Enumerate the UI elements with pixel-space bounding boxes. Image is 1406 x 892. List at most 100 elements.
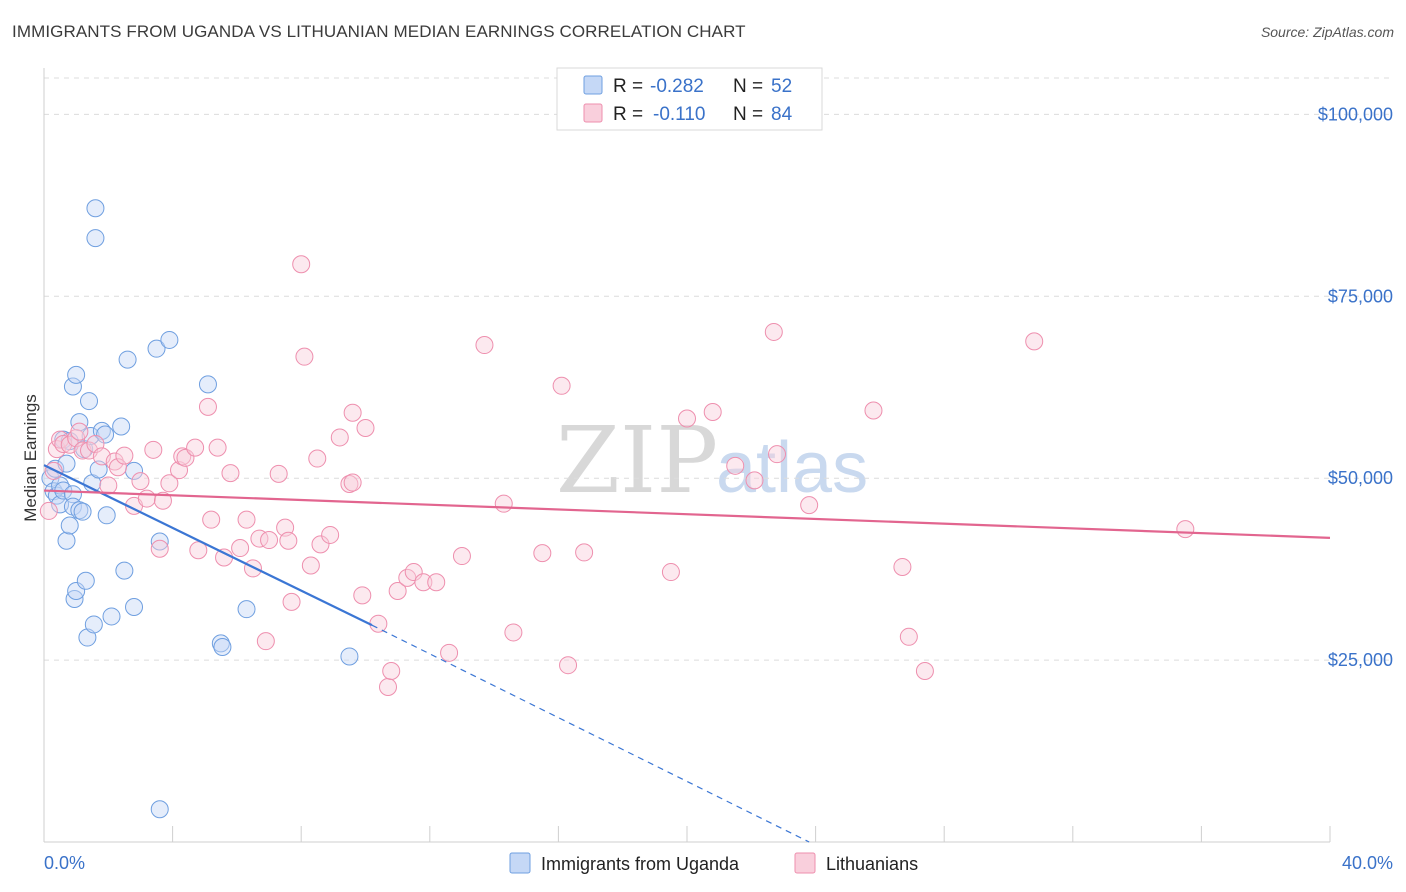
point-lithuanians-33 (231, 539, 250, 558)
point-uganda-20 (73, 502, 92, 521)
point-lithuanians-55 (369, 614, 388, 633)
legend-n-label-uganda: N = (733, 76, 763, 97)
point-lithuanians-14 (108, 458, 127, 477)
legend-r-value-lithuanians: -0.110 (653, 104, 705, 125)
chart-title: IMMIGRANTS FROM UGANDA VS LITHUANIAN MED… (12, 22, 746, 41)
point-uganda-17 (67, 365, 86, 384)
legend-swatch-uganda (583, 75, 603, 95)
point-lithuanians-28 (198, 397, 217, 416)
point-lithuanians-70 (559, 656, 578, 675)
point-lithuanians-58 (388, 581, 407, 600)
y-tick-label-0: $25,000 (1328, 650, 1393, 670)
point-uganda-29 (86, 229, 105, 248)
series-uganda (41, 199, 359, 819)
point-lithuanians-31 (215, 548, 234, 567)
point-lithuanians-34 (237, 510, 256, 529)
point-lithuanians-81 (893, 557, 912, 576)
point-lithuanians-62 (427, 573, 446, 592)
point-uganda-27 (84, 615, 103, 634)
legend-swatch-lithuanians (583, 103, 603, 123)
point-uganda-38 (125, 597, 144, 616)
point-uganda-47 (237, 600, 256, 619)
point-lithuanians-65 (475, 336, 494, 355)
point-lithuanians-49 (330, 428, 349, 447)
point-lithuanians-67 (504, 623, 523, 642)
point-lithuanians-7 (70, 422, 89, 441)
point-lithuanians-83 (915, 662, 934, 681)
point-uganda-33 (97, 506, 116, 525)
point-lithuanians-19 (144, 440, 163, 459)
point-lithuanians-18 (137, 489, 156, 508)
point-uganda-23 (78, 628, 97, 647)
point-lithuanians-76 (745, 471, 764, 490)
point-lithuanians-30 (208, 438, 227, 457)
point-lithuanians-72 (661, 563, 680, 582)
point-uganda-44 (198, 375, 217, 394)
x-tick-label-1: 40.0% (1342, 853, 1393, 873)
point-lithuanians-42 (282, 592, 301, 611)
point-lithuanians-17 (131, 472, 150, 491)
point-lithuanians-54 (356, 418, 375, 437)
point-lithuanians-85 (1176, 520, 1195, 539)
point-uganda-34 (102, 607, 121, 626)
axes (43, 68, 1331, 843)
y-tick-label-2: $75,000 (1328, 286, 1393, 306)
point-lithuanians-69 (552, 376, 571, 395)
point-uganda-48 (340, 647, 359, 666)
point-lithuanians-32 (221, 464, 240, 483)
point-lithuanians-66 (494, 494, 513, 513)
point-lithuanians-79 (800, 496, 819, 515)
point-lithuanians-47 (311, 535, 330, 554)
point-lithuanians-51 (343, 403, 362, 422)
point-lithuanians-15 (115, 446, 134, 465)
point-uganda-36 (115, 561, 134, 580)
point-lithuanians-53 (353, 586, 372, 605)
point-lithuanians-82 (899, 627, 918, 646)
point-lithuanians-63 (440, 643, 459, 662)
point-uganda-37 (118, 350, 137, 369)
point-lithuanians-41 (279, 531, 298, 550)
point-lithuanians-35 (243, 559, 262, 578)
point-lithuanians-48 (321, 525, 340, 544)
point-lithuanians-50 (340, 475, 359, 494)
trend-line-lithuanians (43, 489, 1331, 539)
point-lithuanians-68 (533, 544, 552, 563)
point-lithuanians-56 (379, 678, 398, 697)
x-tick-labels: 0.0% 40.0% (44, 853, 1393, 873)
point-lithuanians-27 (189, 541, 208, 560)
point-lithuanians-84 (1025, 332, 1044, 351)
point-uganda-41 (150, 532, 169, 551)
legend-bottom-swatch-lithuanians (794, 852, 816, 874)
point-lithuanians-74 (703, 402, 722, 421)
legend-r-label-uganda: R = (613, 76, 643, 97)
stats-legend: R = -0.282 N = 52 R = -0.110 N = 84 (556, 67, 823, 131)
legend-n-value-uganda: 52 (771, 76, 792, 97)
point-lithuanians-39 (269, 464, 288, 483)
point-uganda-24 (80, 392, 99, 411)
point-lithuanians-61 (414, 573, 433, 592)
series-lithuanians (39, 255, 1195, 697)
point-uganda-35 (112, 417, 131, 436)
y-tick-label-3: $100,000 (1318, 104, 1393, 124)
legend-n-value-lithuanians: 84 (771, 104, 793, 125)
point-uganda-31 (92, 421, 111, 440)
point-lithuanians-52 (343, 473, 362, 492)
legend-bottom-label-lithuanians: Lithuanians (826, 854, 918, 874)
point-lithuanians-0 (39, 501, 58, 520)
watermark: ZIP atlas (556, 407, 868, 514)
legend-r-label-lithuanians: R = (613, 104, 643, 125)
point-lithuanians-26 (186, 438, 205, 457)
x-tick-label-0: 0.0% (44, 853, 85, 873)
point-lithuanians-43 (292, 255, 311, 274)
legend-r-value-uganda: -0.282 (650, 76, 704, 97)
point-uganda-42 (150, 800, 169, 819)
watermark-atlas: atlas (716, 428, 868, 508)
point-lithuanians-38 (260, 531, 279, 550)
point-uganda-43 (160, 330, 179, 349)
point-lithuanians-12 (99, 476, 118, 495)
point-lithuanians-13 (105, 452, 124, 471)
point-uganda-12 (63, 485, 82, 504)
y-tick-label-1: $50,000 (1328, 468, 1393, 488)
trend-line-dashed-uganda (371, 624, 810, 843)
